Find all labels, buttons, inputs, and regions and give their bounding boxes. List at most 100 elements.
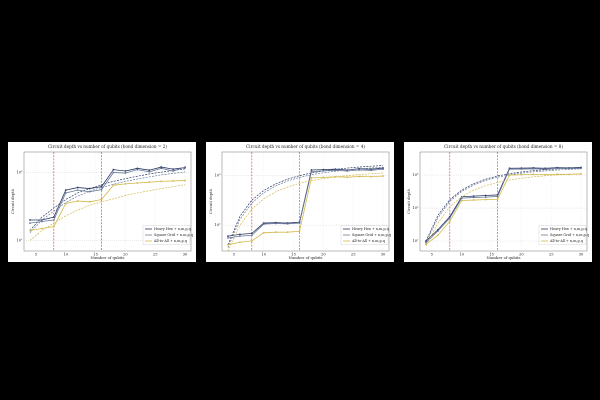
point [64, 202, 67, 205]
point [448, 217, 451, 219]
legend-label: All-to-All + n,m,p,q [351, 239, 386, 243]
point [382, 175, 384, 177]
point [580, 167, 582, 170]
point [310, 170, 313, 173]
point [40, 220, 43, 223]
legend [538, 225, 587, 245]
series-line [29, 180, 186, 231]
chart-title: Circuit depth vs number of qubits (bond … [444, 144, 563, 149]
point [298, 230, 301, 233]
point [460, 199, 463, 202]
point [227, 235, 229, 237]
point [370, 169, 373, 172]
x-tick-label: 25 [351, 253, 356, 257]
point [29, 219, 31, 221]
point [148, 170, 151, 173]
point [274, 231, 277, 234]
point [124, 182, 127, 185]
point [496, 195, 499, 198]
point [310, 176, 313, 179]
legend-label: Heavy Hex + n,m,p,q [550, 227, 588, 231]
x-tick-label: 25 [153, 253, 158, 257]
x-tick-label: 15 [489, 253, 494, 257]
point [448, 220, 451, 223]
point [172, 170, 175, 172]
point [160, 166, 163, 168]
point [88, 190, 91, 193]
y-tick-label: 10³ [412, 173, 419, 177]
point [370, 175, 373, 178]
point [238, 235, 241, 237]
y-tick-label: 10¹ [16, 238, 23, 242]
point [136, 168, 139, 171]
point [64, 189, 67, 192]
x-axis-label: Number of qubits [91, 255, 125, 260]
point [250, 234, 253, 237]
point [76, 200, 79, 202]
point [496, 198, 499, 201]
x-tick-label: 15 [93, 253, 98, 257]
series-line [425, 167, 582, 243]
point [112, 171, 115, 174]
fit-curve [425, 173, 582, 247]
y-tick-label: 10² [16, 170, 23, 174]
point [472, 195, 475, 198]
point [29, 222, 31, 225]
point [250, 239, 253, 242]
point [136, 167, 139, 170]
series-line [425, 167, 582, 242]
point [29, 229, 31, 232]
x-tick-label: 10 [63, 253, 68, 257]
point [148, 181, 151, 184]
chart-title: Circuit depth vs number of qubits (bond … [246, 144, 365, 149]
point [227, 243, 229, 246]
point [322, 176, 325, 179]
point [262, 223, 265, 225]
point [112, 184, 115, 187]
point [52, 216, 55, 219]
point [460, 197, 463, 200]
x-tick-label: 30 [381, 253, 386, 257]
legend-label: Square Grid + n,m,p,q [352, 233, 392, 237]
point [286, 231, 289, 234]
point [172, 180, 175, 182]
point [484, 196, 487, 198]
point [52, 225, 55, 228]
point [172, 168, 175, 171]
legend-label: Heavy Hex + n,m,p,q [154, 227, 192, 231]
point [508, 174, 511, 176]
point [100, 198, 103, 201]
point [250, 232, 253, 235]
fit-curve [227, 166, 384, 248]
point [425, 241, 427, 244]
point [136, 182, 139, 184]
point [472, 199, 475, 201]
y-tick-label: 10² [412, 206, 419, 210]
point [346, 176, 349, 179]
x-tick-label: 10 [459, 253, 464, 257]
point [520, 173, 523, 176]
point [76, 189, 79, 192]
fit-curve [227, 165, 384, 245]
point [436, 230, 439, 233]
x-tick-label: 30 [183, 253, 188, 257]
x-axis-label: Number of qubits [289, 255, 323, 260]
point [334, 175, 337, 178]
legend-label: Heavy Hex + n,m,p,q [352, 227, 390, 231]
legend-label: All-to-All + n,m,p,q [153, 239, 188, 243]
point [346, 170, 349, 172]
point [238, 241, 241, 244]
point [484, 198, 487, 201]
point [76, 186, 79, 189]
series-line [29, 166, 186, 224]
y-tick-label: 10² [214, 223, 221, 227]
point [568, 173, 571, 176]
legend [340, 225, 389, 245]
series-line [227, 168, 384, 239]
point [112, 168, 115, 171]
point [274, 222, 277, 225]
point [124, 170, 127, 172]
y-axis-label: Circuit depth [10, 188, 15, 214]
point [286, 222, 289, 225]
